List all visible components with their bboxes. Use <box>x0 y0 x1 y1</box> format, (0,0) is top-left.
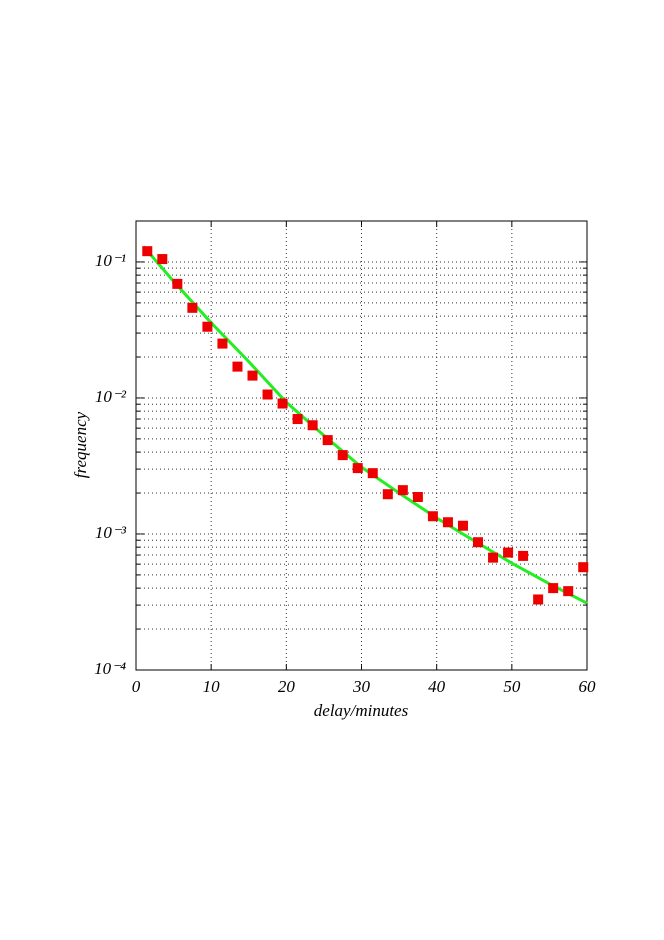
y-tick-label: 10⁻¹ <box>95 251 126 270</box>
x-tick-label: 60 <box>579 677 597 696</box>
data-point <box>503 547 514 558</box>
data-point <box>442 517 453 528</box>
y-tick-label: 10⁻³ <box>95 523 127 542</box>
data-point <box>187 302 198 313</box>
data-point <box>382 489 393 500</box>
data-point <box>488 552 499 563</box>
data-point <box>457 520 468 531</box>
data-point <box>307 420 318 431</box>
data-point <box>367 468 378 479</box>
data-point <box>548 583 559 594</box>
y-tick-label: 10⁻² <box>95 387 127 406</box>
data-point <box>337 450 348 461</box>
data-point <box>563 586 574 597</box>
data-point <box>473 537 484 548</box>
data-point <box>352 463 363 474</box>
x-tick-label: 30 <box>352 677 371 696</box>
plot-frame <box>135 220 588 671</box>
data-point <box>172 278 183 289</box>
data-point <box>578 562 589 573</box>
data-point <box>518 550 529 561</box>
data-point <box>232 361 243 372</box>
data-point <box>142 246 153 257</box>
x-axis-label: delay/minutes <box>314 701 409 720</box>
y-axis-label: frequency <box>71 411 90 478</box>
data-point <box>247 370 258 381</box>
x-tick-label: 10 <box>203 677 221 696</box>
data-point <box>217 338 228 349</box>
x-tick-label: 50 <box>503 677 521 696</box>
data-point <box>322 435 333 446</box>
data-point <box>277 398 288 409</box>
x-tick-label: 40 <box>428 677 446 696</box>
data-point <box>202 321 213 332</box>
x-tick-label: 20 <box>278 677 296 696</box>
data-point <box>427 511 438 522</box>
data-point <box>262 389 273 400</box>
data-point <box>533 594 544 605</box>
data-point <box>412 492 423 503</box>
data-point <box>397 485 408 496</box>
y-tick-label: 10⁻⁴ <box>94 659 126 678</box>
fit-line <box>142 245 588 605</box>
data-point <box>157 254 168 265</box>
x-tick-label: 0 <box>132 677 141 696</box>
data-point <box>292 414 303 425</box>
